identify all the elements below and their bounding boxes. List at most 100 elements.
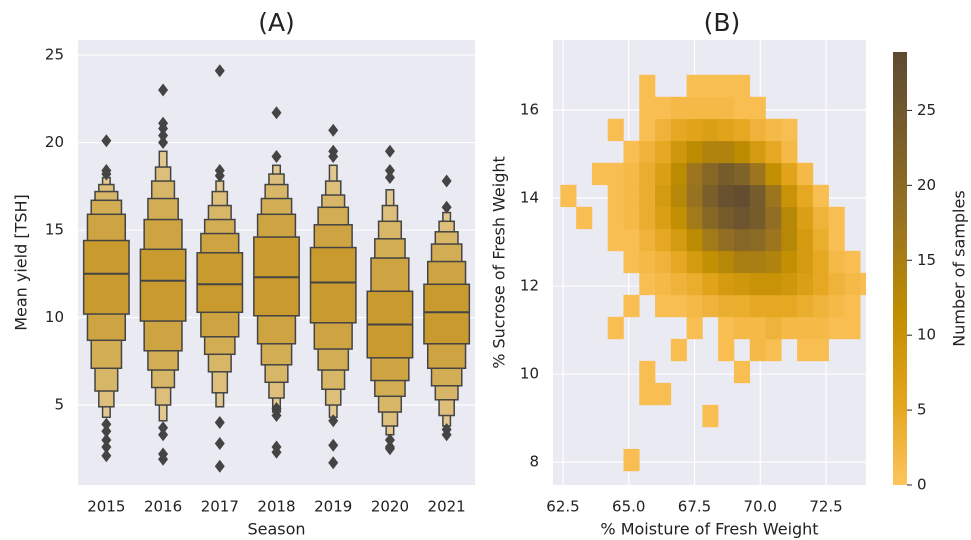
colorbar-label: Number of samples [950, 190, 969, 346]
heatmap-cell [686, 250, 703, 274]
outlier [101, 417, 112, 431]
outlier [271, 445, 282, 459]
outlier [271, 106, 282, 120]
heatmap-cell [702, 250, 719, 274]
outlier [158, 129, 169, 143]
y-tick-label: 15 [45, 221, 64, 239]
colorbar-tick-label: 10 [917, 326, 936, 344]
heatmap-cell [702, 404, 719, 428]
x-tick-label: 2015 [87, 498, 125, 516]
colorbar-tick-label: 5 [917, 401, 927, 419]
outlier [214, 64, 225, 78]
colorbar-tick-label: 0 [917, 476, 927, 494]
heatmap-cell [670, 118, 687, 142]
heatmap-cell [702, 294, 719, 318]
heatmap-cell [765, 228, 782, 252]
heatmap-cell [686, 96, 703, 120]
heatmap-cell [670, 272, 687, 296]
heatmap-cell [812, 316, 829, 340]
heatmap-cell [718, 96, 735, 120]
heatmap-cell [812, 184, 829, 208]
heatmap-cell [670, 250, 687, 274]
heatmap-cell [623, 250, 640, 274]
heatmap-cell [828, 294, 845, 318]
heatmap-cell [812, 294, 829, 318]
outlier [271, 402, 282, 416]
y-tick-label: 12 [520, 277, 539, 295]
heatmap-cell [733, 162, 751, 186]
outlier [101, 134, 112, 148]
outlier [101, 449, 112, 463]
outlier [384, 144, 395, 158]
heatmap-cell [765, 140, 782, 164]
heatmap-cell [686, 228, 703, 252]
heatmap-cell [655, 294, 672, 318]
heatmap-cell [655, 184, 672, 208]
outlier [158, 428, 169, 442]
heatmap-cell [749, 184, 766, 208]
heatmap-cell [812, 250, 829, 274]
outlier [384, 442, 395, 456]
outlier [384, 164, 395, 178]
heatmap-cell [812, 272, 829, 296]
heatmap-cell [749, 140, 766, 164]
x-tick-label: 2016 [144, 498, 182, 516]
heatmap-cell [670, 96, 687, 120]
heatmap-cell [686, 294, 703, 318]
heatmap-cell [702, 118, 719, 142]
boxen-box [139, 248, 187, 322]
heatmap-cell [860, 272, 866, 296]
x-tick-label: 72.5 [809, 498, 842, 516]
heatmap-cell [655, 162, 672, 186]
heatmap-cell [797, 294, 814, 318]
heatmap-cell [765, 316, 782, 340]
heatmap-cell [781, 316, 798, 340]
y-tick-label: 5 [54, 396, 64, 414]
y-tick-label: 20 [45, 133, 64, 151]
heatmap-cell [797, 162, 814, 186]
boxen-box [309, 246, 357, 324]
x-tick-label: 2021 [428, 498, 466, 516]
heatmap-cell [844, 294, 861, 318]
outlier [384, 171, 395, 185]
heatmap-cell [702, 74, 719, 98]
heatmap-cell [733, 184, 751, 208]
heatmap-cell [749, 206, 766, 230]
outlier [328, 150, 339, 164]
heatmap-cell [733, 272, 751, 296]
heatmap-cell [765, 162, 782, 186]
heatmap-cell [623, 294, 640, 318]
heatmap-cell [686, 184, 703, 208]
y-tick-label: 14 [520, 189, 539, 207]
x-tick-label: 62.5 [546, 498, 579, 516]
heatmap-cell [655, 96, 672, 120]
heatmap-cell [781, 206, 798, 230]
y-tick-label: 16 [520, 100, 539, 118]
heatmap-cell [639, 96, 656, 120]
heatmap-cell [718, 228, 735, 252]
heatmap-cell [733, 250, 751, 274]
heatmap-cell [797, 228, 814, 252]
heatmap-cell [781, 184, 798, 208]
heatmap-cell [639, 382, 656, 406]
heatmap-cell [686, 162, 703, 186]
heatmap-cell [765, 184, 782, 208]
boxen-box [423, 283, 471, 345]
heatmap-cell [749, 316, 766, 340]
heatmap-cell [733, 96, 751, 120]
outlier [441, 174, 452, 188]
heatmap-cell [718, 184, 735, 208]
heatmap-cell [797, 272, 814, 296]
heatmap-cell [765, 272, 782, 296]
heatmap-cell [797, 316, 814, 340]
x-tick-label: 70.0 [744, 498, 777, 516]
heatmap-cell [828, 206, 845, 230]
outlier [158, 136, 169, 150]
outlier [328, 438, 339, 452]
heatmap-cell [781, 228, 798, 252]
heatmap-cell [749, 96, 766, 120]
heatmap-cell [702, 228, 719, 252]
boxen-box [196, 252, 244, 314]
heatmap-cell [655, 118, 672, 142]
heatmap-cell [655, 206, 672, 230]
